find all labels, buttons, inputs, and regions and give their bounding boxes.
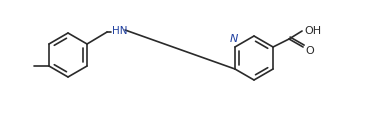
Text: OH: OH <box>304 26 321 36</box>
Text: HN: HN <box>112 26 128 36</box>
Text: N: N <box>230 34 238 44</box>
Text: O: O <box>305 46 314 56</box>
